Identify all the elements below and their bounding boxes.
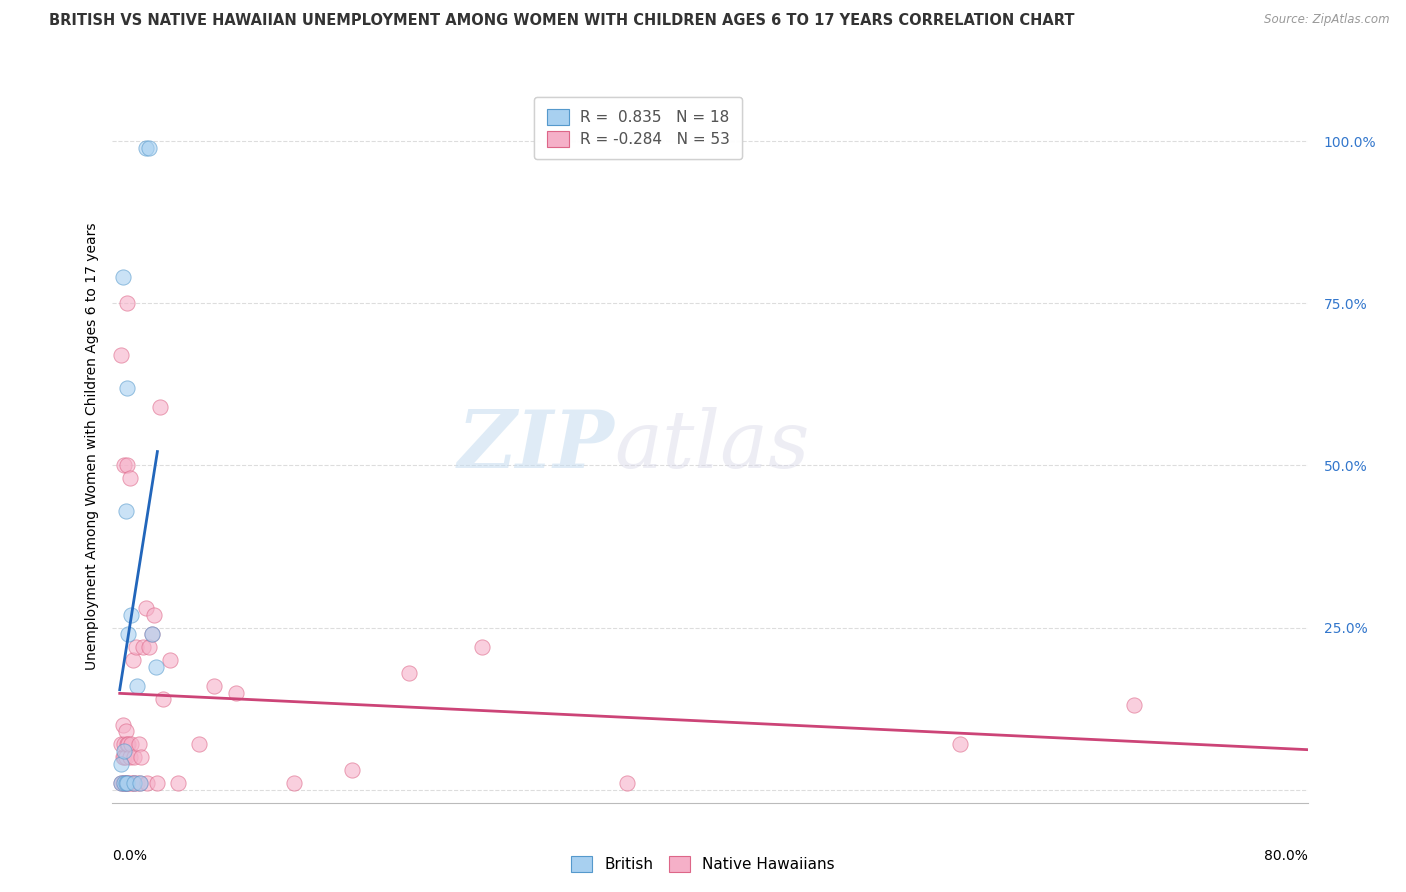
Point — [115, 776, 138, 790]
Text: atlas: atlas — [614, 408, 810, 484]
Point — [132, 640, 155, 654]
Legend: British, Native Hawaiians: British, Native Hawaiians — [564, 848, 842, 880]
Point — [159, 653, 181, 667]
Point — [225, 685, 247, 699]
Point — [111, 270, 134, 285]
Point — [146, 776, 169, 790]
Point — [115, 776, 138, 790]
Point — [136, 776, 159, 790]
Point — [115, 296, 138, 310]
Point — [115, 738, 138, 752]
Point — [122, 750, 145, 764]
Text: 80.0%: 80.0% — [1264, 849, 1308, 863]
Point — [121, 653, 143, 667]
Point — [112, 776, 135, 790]
Point — [120, 607, 142, 622]
Point — [111, 776, 134, 790]
Point — [398, 666, 420, 681]
Point — [115, 381, 138, 395]
Point — [114, 750, 136, 764]
Point — [111, 718, 134, 732]
Point — [135, 140, 157, 154]
Point — [117, 627, 139, 641]
Point — [135, 601, 157, 615]
Point — [616, 776, 638, 790]
Point — [129, 776, 152, 790]
Point — [118, 750, 141, 764]
Point — [118, 471, 141, 485]
Point — [110, 738, 132, 752]
Point — [152, 692, 174, 706]
Text: ZIP: ZIP — [457, 408, 614, 484]
Point — [122, 776, 145, 790]
Point — [124, 640, 146, 654]
Point — [141, 627, 163, 641]
Text: BRITISH VS NATIVE HAWAIIAN UNEMPLOYMENT AMONG WOMEN WITH CHILDREN AGES 6 TO 17 Y: BRITISH VS NATIVE HAWAIIAN UNEMPLOYMENT … — [49, 13, 1074, 29]
Text: Source: ZipAtlas.com: Source: ZipAtlas.com — [1264, 13, 1389, 27]
Point — [129, 776, 152, 790]
Point — [949, 738, 972, 752]
Point — [114, 776, 136, 790]
Point — [110, 756, 132, 771]
Point — [120, 738, 142, 752]
Point — [188, 738, 211, 752]
Point — [112, 458, 135, 473]
Point — [1122, 698, 1144, 713]
Point — [110, 776, 132, 790]
Point — [110, 348, 132, 362]
Point — [122, 776, 145, 790]
Point — [114, 504, 136, 518]
Point — [340, 764, 363, 778]
Point — [145, 659, 167, 673]
Point — [202, 679, 225, 693]
Point — [127, 776, 149, 790]
Text: 0.0%: 0.0% — [112, 849, 148, 863]
Point — [112, 738, 135, 752]
Point — [114, 724, 136, 739]
Point — [111, 750, 134, 764]
Point — [149, 400, 172, 414]
Point — [127, 679, 149, 693]
Point — [131, 750, 153, 764]
Legend: R =  0.835   N = 18, R = -0.284   N = 53: R = 0.835 N = 18, R = -0.284 N = 53 — [534, 97, 742, 160]
Point — [114, 776, 136, 790]
Point — [120, 776, 142, 790]
Point — [128, 738, 150, 752]
Point — [115, 458, 138, 473]
Point — [143, 607, 166, 622]
Point — [138, 640, 160, 654]
Y-axis label: Unemployment Among Women with Children Ages 6 to 17 years: Unemployment Among Women with Children A… — [84, 222, 98, 670]
Point — [166, 776, 188, 790]
Point — [112, 776, 135, 790]
Point — [141, 627, 163, 641]
Point — [110, 776, 132, 790]
Point — [117, 776, 139, 790]
Point — [112, 750, 135, 764]
Point — [138, 140, 160, 154]
Point — [117, 738, 139, 752]
Point — [471, 640, 494, 654]
Point — [283, 776, 305, 790]
Point — [112, 744, 135, 758]
Point — [121, 776, 143, 790]
